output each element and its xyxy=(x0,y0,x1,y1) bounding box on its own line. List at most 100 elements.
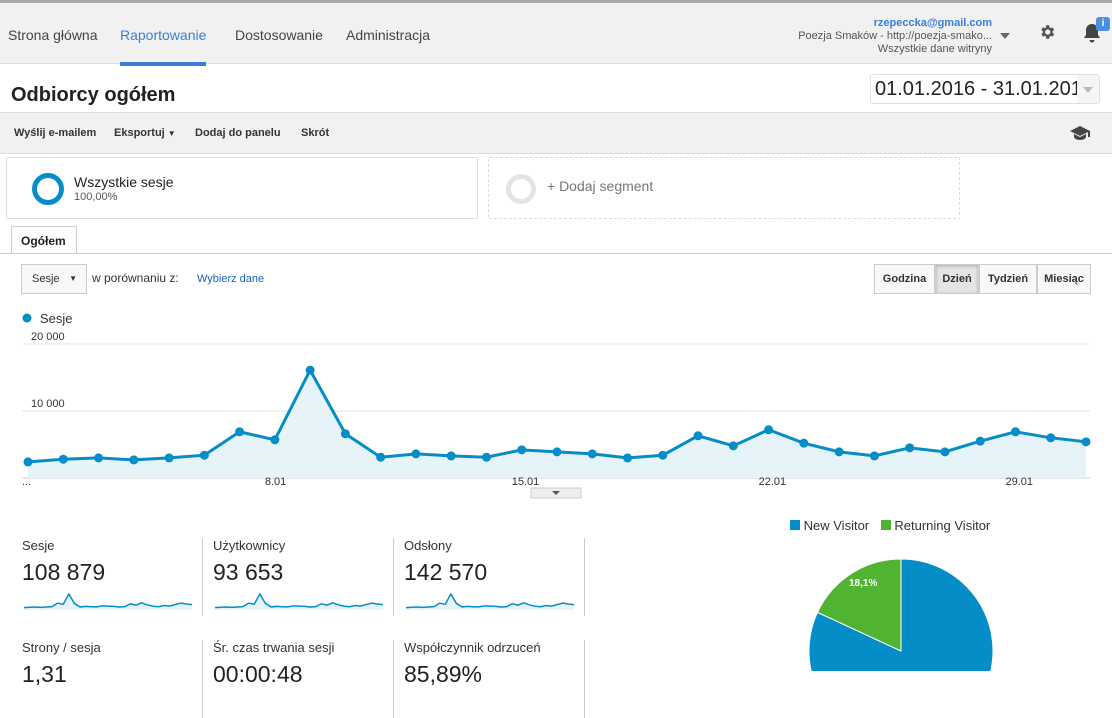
pie-slice-label: 18,1% xyxy=(849,578,877,589)
metric-label: Sesje xyxy=(32,273,60,285)
empty-segment-ring-icon xyxy=(506,174,536,204)
account-email: rzepeccka@gmail.com xyxy=(873,17,992,29)
email-button[interactable]: Wyślij e-mailem xyxy=(14,127,97,139)
tab-overview[interactable]: Ogółem xyxy=(11,226,77,254)
kpi-divider xyxy=(202,640,203,718)
data-point xyxy=(411,449,421,459)
graduation-cap-icon[interactable] xyxy=(1070,125,1090,141)
compare-link[interactable]: Wybierz dane xyxy=(197,273,265,285)
data-point xyxy=(235,427,245,437)
compare-label: w porównaniu z: xyxy=(92,271,179,285)
data-point xyxy=(799,438,809,448)
add-to-dashboard-button[interactable]: Dodaj do panelu xyxy=(195,127,281,139)
add-segment-button[interactable]: + Dodaj segment xyxy=(488,157,960,219)
data-point xyxy=(658,450,668,460)
date-range: 01.01.2016 - 31.01.2016 xyxy=(875,78,1093,100)
kpi-label: Współczynnik odrzuceń xyxy=(404,640,541,655)
data-point xyxy=(340,429,350,439)
chevron-down-icon[interactable] xyxy=(1000,33,1010,39)
kpi-label: Odsłony xyxy=(404,538,452,553)
data-point xyxy=(623,453,633,463)
kpi-wsp-czynnik-odrzuce-[interactable]: Współczynnik odrzuceń 85,89% xyxy=(404,640,584,688)
data-point xyxy=(975,436,985,446)
nav-reporting[interactable]: Raportowanie xyxy=(120,27,207,43)
y-tick-label: 10 000 xyxy=(31,398,65,410)
report-toolbar: Wyślij e-mailem Eksportuj ▼ Dodaj do pan… xyxy=(0,112,1112,154)
segment-ring-icon xyxy=(32,173,64,205)
data-point xyxy=(94,453,104,463)
kpi-label: Sesje xyxy=(22,538,55,553)
x-tick-label: 8.01 xyxy=(265,476,286,488)
data-point xyxy=(728,441,738,451)
nav-admin[interactable]: Administracja xyxy=(346,27,431,43)
data-point xyxy=(58,454,68,464)
segment-all-sessions[interactable]: Wszystkie sesje 100,00% xyxy=(6,157,478,219)
data-point xyxy=(164,453,174,463)
data-point xyxy=(270,435,280,445)
shortcut-button[interactable]: Skrót xyxy=(301,127,330,139)
data-point xyxy=(869,451,879,461)
pie-slice-1[interactable] xyxy=(816,558,902,652)
account-property: Poezja Smaków - http://poezja-smako... xyxy=(798,30,992,42)
data-point xyxy=(446,451,456,461)
kpi--r-czas-trwania-sesji[interactable]: Śr. czas trwania sesji 00:00:48 xyxy=(213,640,393,688)
data-point xyxy=(376,452,386,462)
period-week[interactable]: Tydzień xyxy=(979,264,1037,294)
add-segment-label: + Dodaj segment xyxy=(547,178,654,194)
caret-down-icon: ▼ xyxy=(69,274,77,283)
legend-new-visitor[interactable]: New Visitor xyxy=(803,518,870,533)
x-tick-label: ... xyxy=(22,476,31,488)
metric-selector[interactable]: Sesje ▼ xyxy=(21,264,87,294)
export-button[interactable]: Eksportuj ▼ xyxy=(114,127,176,139)
data-point xyxy=(552,447,562,457)
kpi-sparkline xyxy=(23,592,193,610)
kpi-value: 00:00:48 xyxy=(213,661,303,687)
kpi-value: 142 570 xyxy=(404,559,488,585)
data-point xyxy=(305,365,315,375)
notification-badge: i xyxy=(1096,17,1110,31)
data-point xyxy=(23,457,33,467)
kpi-label: Śr. czas trwania sesji xyxy=(213,640,335,655)
date-range-picker[interactable]: 01.01.2016 - 31.01.2016 xyxy=(870,74,1100,104)
data-point xyxy=(517,445,527,455)
legend-label: Sesje xyxy=(40,311,73,326)
data-point xyxy=(129,455,139,465)
pie-legend: New Visitor Returning Visitor xyxy=(790,518,990,533)
caret-down-icon: ▼ xyxy=(167,129,176,138)
data-point xyxy=(199,450,209,460)
legend-returning-visitor[interactable]: Returning Visitor xyxy=(894,518,991,533)
nav-customization[interactable]: Dostosowanie xyxy=(235,27,323,43)
period-day[interactable]: Dzień xyxy=(935,264,979,294)
nav-home[interactable]: Strona główna xyxy=(8,27,98,43)
pie-slice-0[interactable] xyxy=(808,558,994,671)
tab-divider xyxy=(0,253,1112,254)
visitor-pie-chart: 18,1% xyxy=(808,558,994,671)
data-point xyxy=(905,443,915,453)
legend-swatch-new xyxy=(790,520,800,530)
y-tick-label: 20 000 xyxy=(31,331,65,343)
kpi-ods-ony[interactable]: Odsłony 142 570 xyxy=(404,538,584,617)
x-tick-label: 22.01 xyxy=(759,476,787,488)
top-bar: Strona główna Raportowanie Dostosowanie … xyxy=(0,0,1112,66)
kpi-divider xyxy=(393,538,394,616)
period-hour[interactable]: Godzina xyxy=(874,264,935,294)
kpi-strony-sesja[interactable]: Strony / sesja 1,31 xyxy=(22,640,202,688)
kpi-u-ytkownicy[interactable]: Użytkownicy 93 653 xyxy=(213,538,393,617)
kpi-label: Strony / sesja xyxy=(22,640,101,655)
kpi-sparkline xyxy=(405,592,575,610)
gear-icon[interactable] xyxy=(1038,23,1056,41)
kpi-divider xyxy=(393,640,394,718)
period-month[interactable]: Miesiąc xyxy=(1037,264,1091,294)
kpi-sesje[interactable]: Sesje 108 879 xyxy=(22,538,202,617)
x-tick-label: 29.01 xyxy=(1005,476,1033,488)
kpi-value: 93 653 xyxy=(213,559,284,585)
data-point xyxy=(834,447,844,457)
legend-dot xyxy=(22,313,32,323)
kpi-label: Użytkownicy xyxy=(213,538,286,553)
chevron-down-icon[interactable] xyxy=(1077,75,1099,103)
x-tick-label: 15.01 xyxy=(512,476,540,488)
account-selector[interactable]: rzepeccka@gmail.com Poezja Smaków - http… xyxy=(798,17,992,56)
kpi-divider xyxy=(584,538,585,616)
data-point xyxy=(764,425,774,435)
data-point xyxy=(1010,427,1020,437)
